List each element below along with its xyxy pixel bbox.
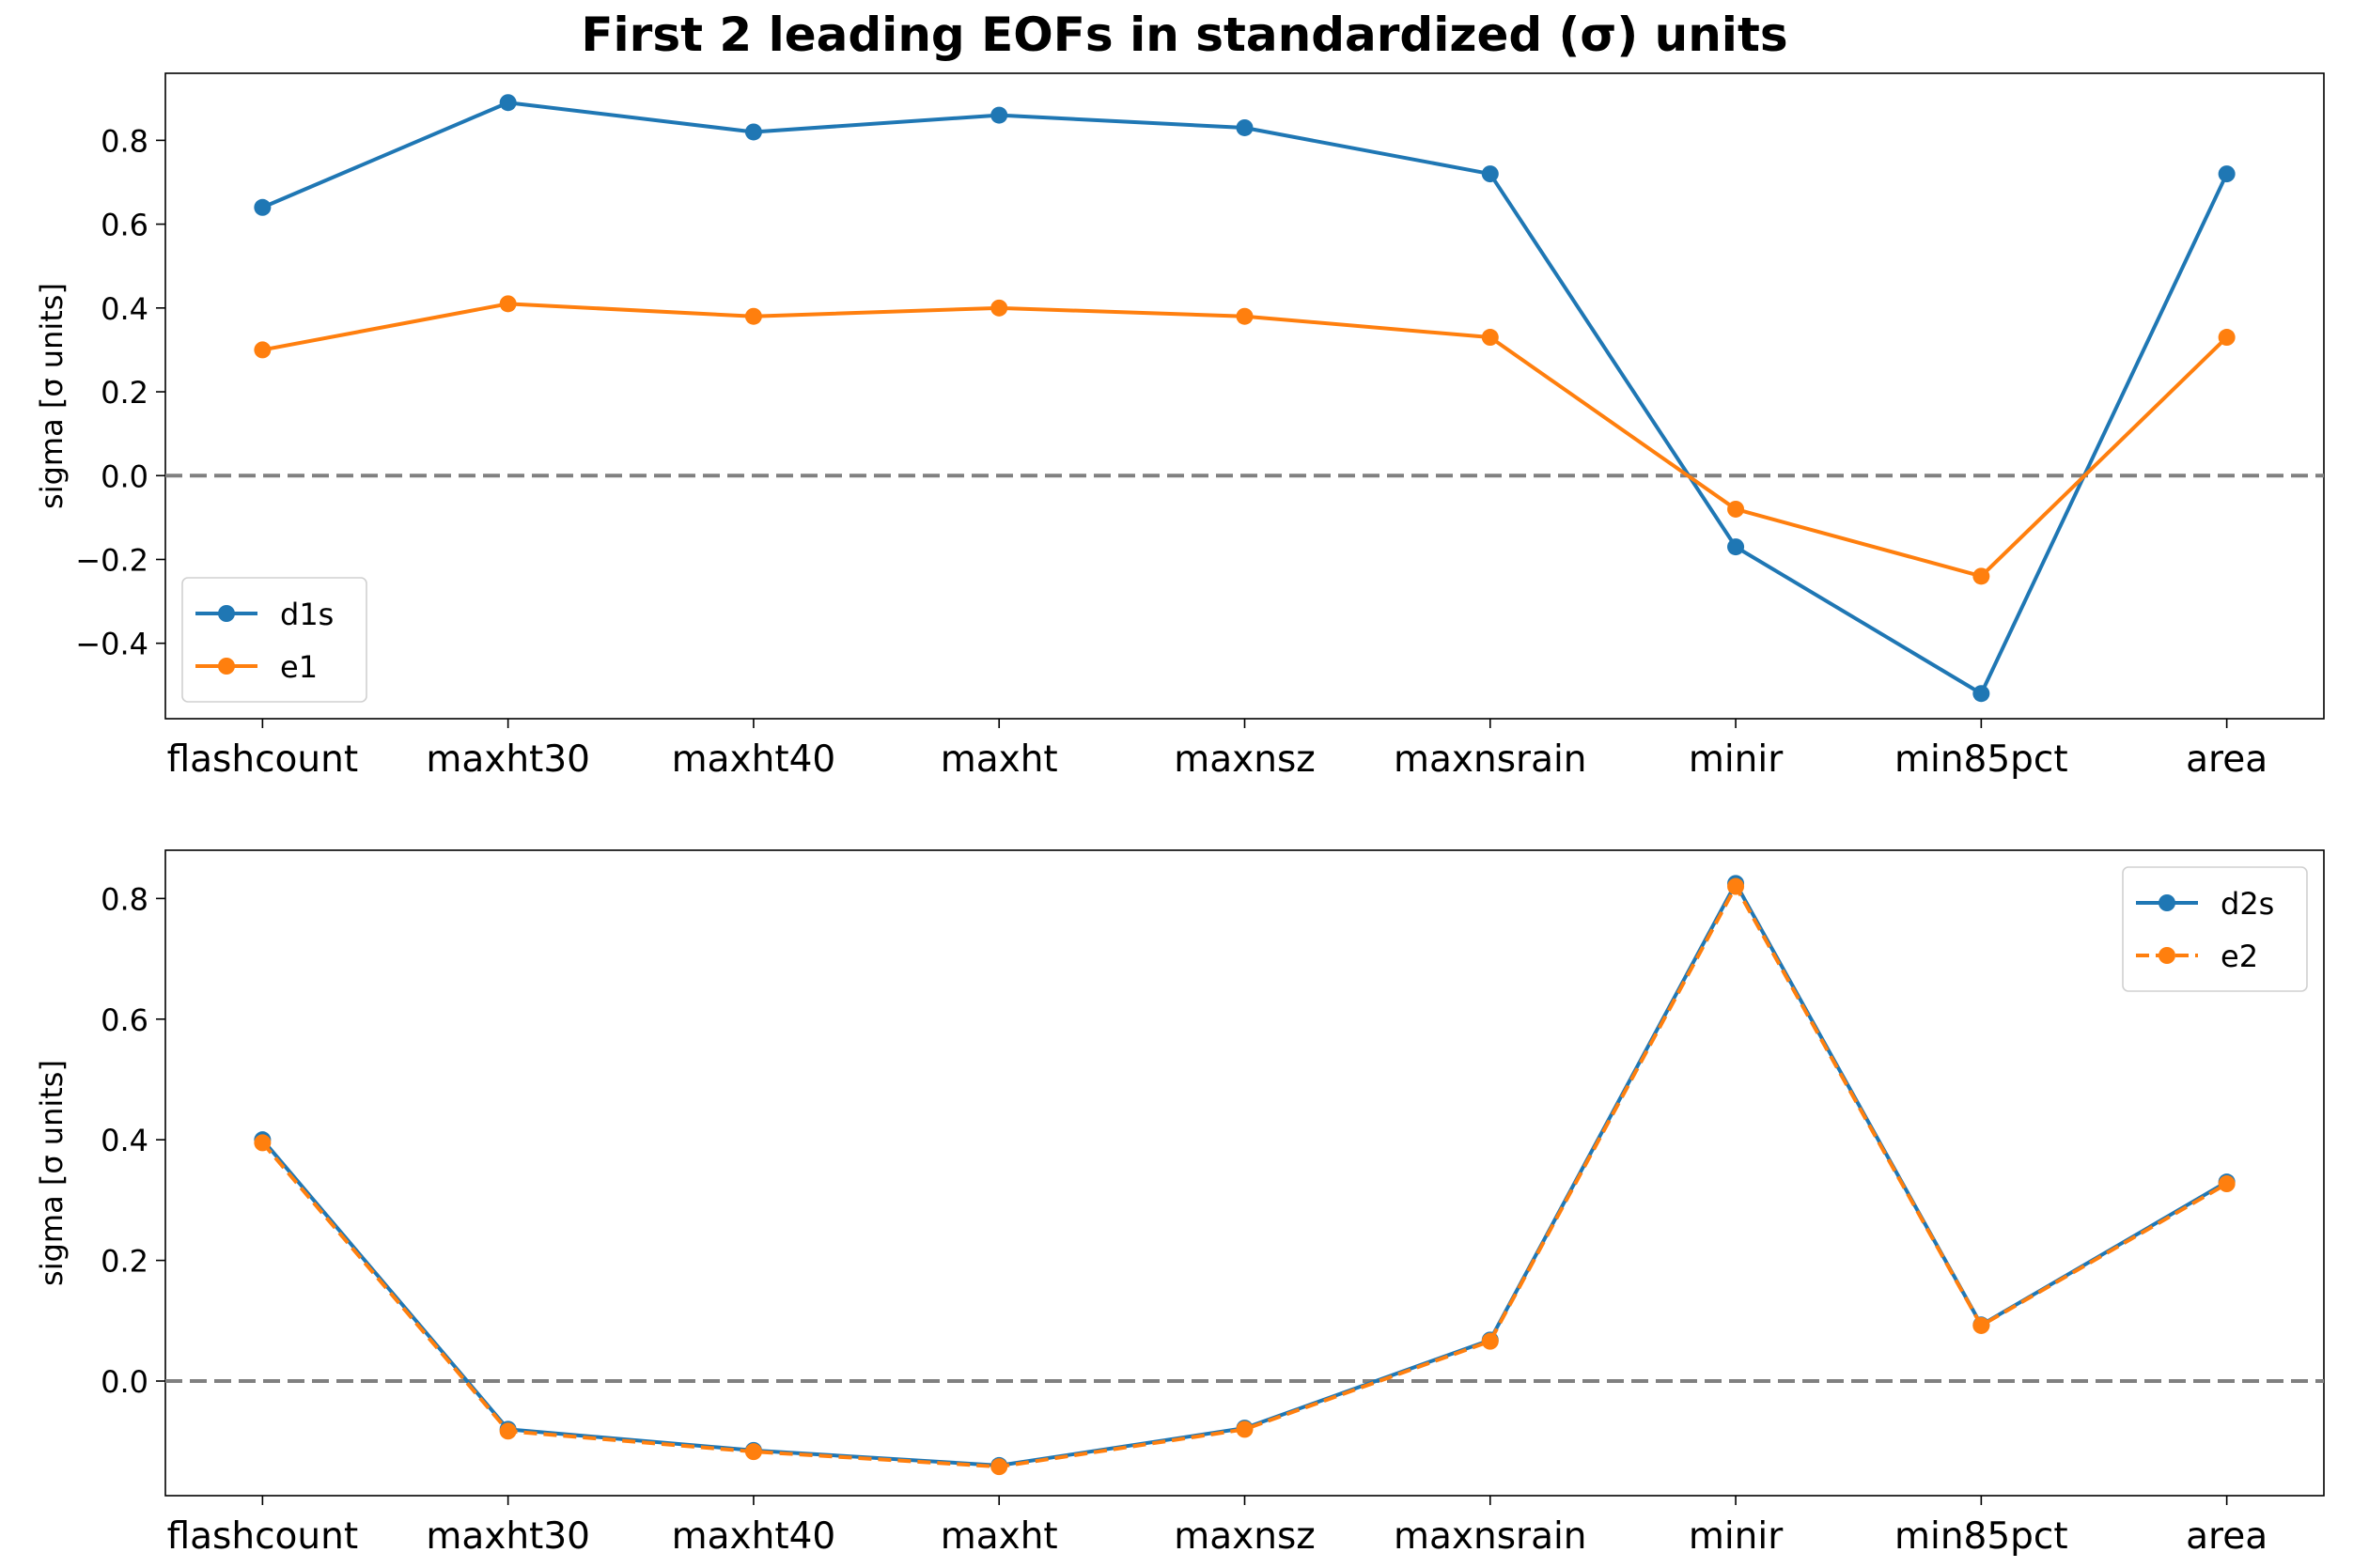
y-tick-label: 0.6 bbox=[101, 208, 148, 243]
legend-label-e1: e1 bbox=[280, 649, 318, 685]
data-point-e1 bbox=[1236, 307, 1254, 325]
data-point-d1s bbox=[744, 123, 762, 141]
x-tick-label: min85pct bbox=[1894, 1515, 2068, 1558]
data-point-e2 bbox=[1236, 1421, 1254, 1438]
data-point-e2 bbox=[744, 1443, 762, 1461]
legend-marker-e1 bbox=[218, 658, 235, 675]
series-line-e2 bbox=[260, 884, 2228, 1469]
legend-box bbox=[181, 577, 367, 703]
y-tick-label: 0.4 bbox=[101, 291, 148, 327]
x-tick-label: maxht40 bbox=[672, 1515, 836, 1558]
x-tick-label: minir bbox=[1689, 738, 1784, 781]
data-point-e2 bbox=[990, 1458, 1008, 1476]
data-point-e1 bbox=[1727, 500, 1745, 518]
data-point-d1s bbox=[1972, 685, 1990, 703]
data-point-e1 bbox=[990, 299, 1008, 317]
series-line-d1s bbox=[261, 101, 2229, 696]
data-point-d1s bbox=[2218, 165, 2236, 183]
x-tick-label: maxht bbox=[941, 1515, 1058, 1558]
y-tick-label: −0.2 bbox=[75, 542, 148, 578]
y-tick-label: 0.4 bbox=[101, 1123, 148, 1158]
data-point-e1 bbox=[744, 307, 762, 325]
subplot-2: 0.0 0.2 0.4 0.6 0.8 flashcount maxht30 maxht40 m… bbox=[34, 849, 2325, 1558]
axes-frame bbox=[164, 849, 2325, 1497]
y-axis-label: sigma [σ units] bbox=[34, 283, 70, 509]
data-point-e2 bbox=[1727, 877, 1745, 895]
y-axis-label: sigma [σ units] bbox=[34, 1060, 70, 1286]
x-tick-label: maxnsz bbox=[1174, 738, 1315, 781]
x-tick-label: flashcount bbox=[167, 738, 359, 781]
data-point-e2 bbox=[254, 1134, 272, 1152]
x-tick-label: maxht30 bbox=[426, 1515, 590, 1558]
y-tick-label: 0.8 bbox=[101, 881, 148, 917]
x-tick-label: maxht40 bbox=[672, 738, 836, 781]
x-tick-label: min85pct bbox=[1894, 738, 2068, 781]
data-point-d1s bbox=[1727, 538, 1745, 556]
x-tick-label: minir bbox=[1689, 1515, 1784, 1558]
data-point-d1s bbox=[1236, 118, 1254, 136]
legend-label-d2s: d2s bbox=[2221, 886, 2274, 922]
x-tick-label: maxnsz bbox=[1174, 1515, 1315, 1558]
x-tick-label: maxnsrain bbox=[1394, 1515, 1587, 1558]
data-point-e2 bbox=[499, 1422, 517, 1440]
axes-frame bbox=[164, 72, 2325, 720]
data-point-e2 bbox=[1972, 1316, 1990, 1334]
legend-label-e2: e2 bbox=[2221, 939, 2258, 974]
x-tick-label: flashcount bbox=[167, 1515, 359, 1558]
legend-box bbox=[2122, 866, 2308, 992]
legend-marker-d1s bbox=[218, 605, 235, 622]
data-point-e2 bbox=[1481, 1332, 1499, 1350]
y-tick-label: −0.4 bbox=[75, 627, 148, 662]
series-line-e1 bbox=[261, 302, 2229, 579]
legend-marker-e2 bbox=[2159, 947, 2175, 964]
y-tick-label: 0.0 bbox=[101, 458, 148, 494]
x-tick-label: maxnsrain bbox=[1394, 738, 1587, 781]
data-point-d1s bbox=[499, 94, 517, 112]
subplot-1: −0.4 −0.2 0.0 0.2 0.4 0.6 0.8 flashcount maxht30… bbox=[34, 72, 2325, 781]
y-tick-label: 0.2 bbox=[101, 375, 148, 411]
legend-marker-d2s bbox=[2159, 894, 2175, 911]
data-point-e1 bbox=[1481, 329, 1499, 347]
series-e1 bbox=[254, 295, 2236, 585]
data-point-d1s bbox=[254, 198, 272, 216]
y-tick-label: 0.6 bbox=[101, 1002, 148, 1038]
data-point-e1 bbox=[2218, 329, 2236, 347]
x-tick-label: area bbox=[2186, 738, 2268, 781]
y-tick-label: 0.2 bbox=[101, 1244, 148, 1280]
data-point-e1 bbox=[1972, 567, 1990, 585]
x-tick-label: maxht30 bbox=[426, 738, 590, 781]
series-line-d2s bbox=[260, 881, 2228, 1467]
x-tick-label: area bbox=[2186, 1515, 2268, 1558]
data-point-e2 bbox=[2218, 1175, 2236, 1193]
data-point-d1s bbox=[990, 106, 1008, 124]
y-tick-label: 0.0 bbox=[101, 1364, 148, 1400]
x-tick-label: maxht bbox=[941, 738, 1058, 781]
series-e2 bbox=[254, 877, 2236, 1476]
legend-label-d1s: d1s bbox=[280, 597, 334, 632]
figure-title: First 2 leading EOFs in standardized (σ)… bbox=[581, 8, 1788, 62]
data-point-e1 bbox=[254, 341, 272, 359]
data-point-e1 bbox=[499, 295, 517, 313]
series-d1s bbox=[254, 94, 2236, 703]
data-point-d1s bbox=[1481, 165, 1499, 183]
series-d2s bbox=[254, 875, 2236, 1474]
y-tick-label: 0.8 bbox=[101, 123, 148, 159]
